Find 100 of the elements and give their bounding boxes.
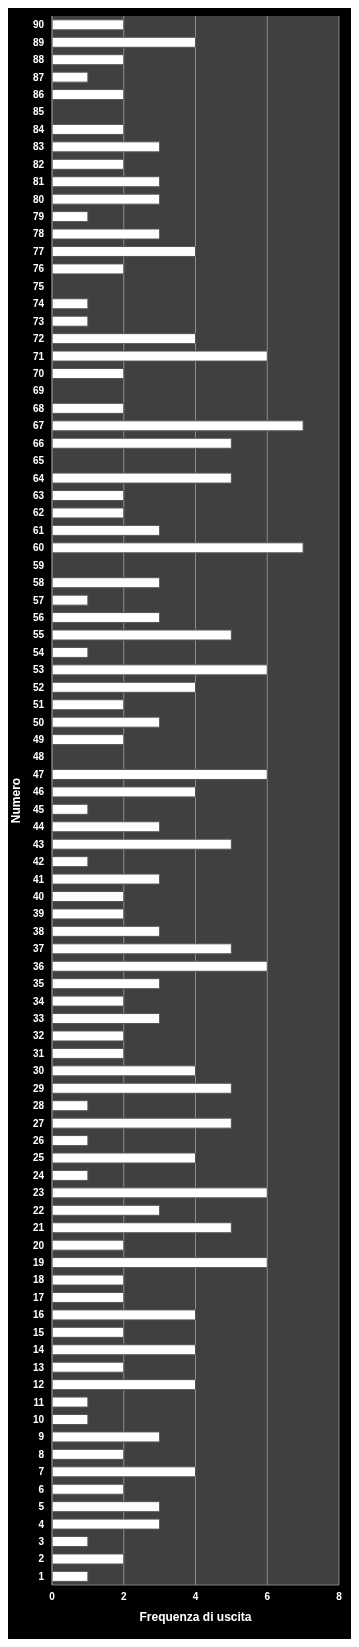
y-tick-label: 19: [32, 1257, 45, 1269]
y-axis-title: Numero: [9, 777, 24, 824]
bar: [52, 19, 125, 31]
bar: [52, 524, 161, 536]
bar: [52, 646, 89, 658]
y-tick-label: 40: [32, 890, 45, 902]
bar: [52, 995, 125, 1007]
bar: [52, 402, 125, 414]
y-tick-label: 2: [38, 1553, 45, 1565]
y-tick-label: 21: [32, 1222, 45, 1234]
y-tick-label: 8: [38, 1448, 45, 1460]
y-tick-label: 50: [32, 716, 45, 728]
bar: [52, 1396, 89, 1408]
bar: [52, 333, 196, 345]
bar: [52, 1553, 125, 1565]
x-axis-title: Frequenza di uscita: [139, 1610, 252, 1624]
y-tick-label: 37: [32, 943, 45, 955]
y-tick-label: 20: [32, 1239, 45, 1251]
bar: [52, 612, 161, 624]
y-tick-label: 24: [32, 1169, 45, 1181]
bar: [52, 891, 125, 902]
y-tick-label: 7: [38, 1466, 45, 1478]
bar: [52, 54, 125, 66]
bar: [52, 1414, 89, 1425]
bar: [52, 908, 125, 920]
bar: [52, 1309, 196, 1321]
y-tick-label: 45: [32, 803, 45, 815]
y-tick-label: 17: [32, 1291, 45, 1303]
y-tick-label: 86: [32, 89, 45, 100]
y-tick-label: 3: [38, 1535, 45, 1547]
y-tick-label: 9: [38, 1431, 45, 1443]
bar: [52, 786, 196, 798]
y-tick-label: 60: [32, 542, 45, 554]
bar: [52, 1204, 161, 1216]
y-tick-label: 47: [32, 768, 45, 780]
bar: [52, 925, 161, 937]
bar: [52, 734, 125, 746]
y-tick-label: 76: [32, 263, 45, 275]
bar: [52, 1187, 268, 1199]
bar: [52, 350, 268, 362]
y-tick-label: 88: [32, 54, 45, 66]
bar: [52, 89, 125, 101]
bar: [52, 1518, 161, 1530]
bar: [52, 699, 125, 711]
y-tick-label: 13: [32, 1361, 45, 1373]
bar: [52, 211, 89, 223]
bar: [52, 1222, 232, 1234]
bar: [52, 768, 268, 780]
y-tick-label: 85: [32, 106, 45, 118]
y-tick-label: 16: [32, 1309, 45, 1321]
y-tick-label: 51: [32, 699, 45, 711]
bar: [52, 629, 232, 641]
y-tick-label: 72: [32, 333, 45, 345]
bar: [52, 1257, 268, 1269]
bar: [52, 1135, 89, 1147]
bar: [52, 943, 232, 955]
y-tick-label: 5: [38, 1501, 45, 1513]
y-tick-label: 78: [32, 228, 45, 240]
y-tick-label: 18: [32, 1274, 45, 1286]
bar: [52, 873, 161, 885]
y-tick-label: 12: [32, 1379, 45, 1391]
y-tick-label: 4: [38, 1518, 45, 1530]
bar: [52, 1466, 196, 1478]
bar: [52, 821, 161, 833]
bar: [52, 298, 89, 310]
y-tick-label: 23: [32, 1187, 45, 1199]
y-tick-label: 28: [32, 1100, 45, 1112]
y-tick-label: 83: [32, 141, 45, 153]
y-tick-label: 69: [32, 385, 45, 397]
y-tick-label: 49: [32, 734, 45, 746]
y-tick-label: 25: [32, 1152, 45, 1164]
bar: [52, 490, 125, 502]
y-tick-label: 62: [32, 507, 45, 519]
y-tick-label: 43: [32, 838, 45, 850]
y-tick-label: 68: [32, 402, 45, 414]
y-tick-label: 35: [32, 978, 45, 990]
bar: [52, 1100, 89, 1112]
y-tick-label: 15: [32, 1326, 45, 1338]
x-tick-label: 6: [264, 1591, 271, 1603]
bar: [52, 1065, 196, 1077]
x-tick-label: 2: [120, 1591, 127, 1603]
y-tick-label: 89: [32, 36, 45, 48]
x-tick-label: 0: [49, 1591, 56, 1603]
y-tick-label: 87: [32, 71, 45, 83]
y-tick-label: 66: [32, 437, 45, 449]
y-tick-label: 63: [32, 489, 45, 501]
y-tick-label: 64: [32, 472, 45, 484]
y-tick-label: 52: [32, 681, 45, 693]
y-tick-label: 81: [32, 176, 45, 188]
y-tick-label: 34: [32, 995, 45, 1007]
y-tick-label: 22: [32, 1204, 45, 1216]
bar: [52, 716, 161, 728]
bar: [52, 542, 304, 554]
bar: [52, 1361, 125, 1373]
bar: [52, 577, 161, 589]
bar: [52, 978, 161, 990]
y-tick-label: 32: [32, 1030, 45, 1042]
bar: [52, 803, 89, 815]
y-tick-label: 48: [32, 751, 45, 763]
bar: [52, 368, 125, 379]
